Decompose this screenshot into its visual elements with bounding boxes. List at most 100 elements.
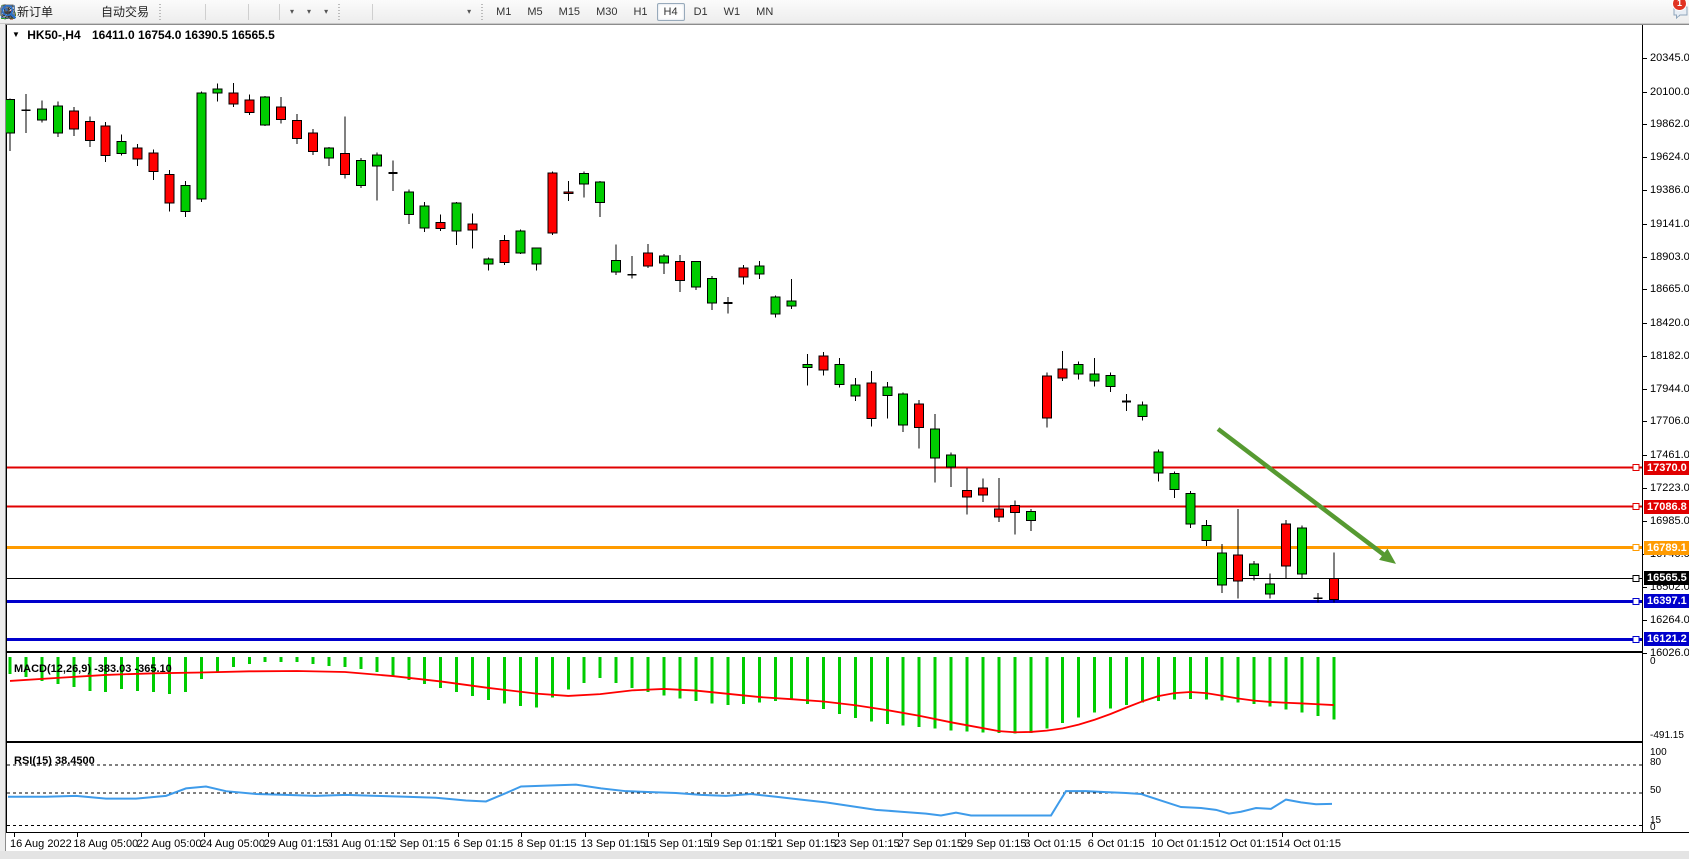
rsi-axis-50: 50 [1650,785,1662,796]
timeframe-M5[interactable]: M5 [527,5,543,18]
auto-scroll-button[interactable] [2,0,263,23]
time-tick [204,833,206,837]
candle [946,452,957,487]
line-chart-button[interactable] [0,0,201,23]
timeframe-H1[interactable]: H1 [633,5,648,18]
bar-chart-button[interactable] [1,0,177,23]
price-tag-16789.1[interactable]: 16789.1 [1644,541,1689,555]
price-tag-16121.2[interactable]: 16121.2 [1644,632,1689,646]
cursor-button[interactable] [4,0,356,23]
symbol-dropdown-icon[interactable]: ▼ [12,30,20,39]
chart-symbol-period: HK50-,H4 [27,28,81,42]
price-chart[interactable] [6,25,1643,652]
macd-bar [1300,657,1304,713]
timeframe-M30[interactable]: M30 [596,5,618,18]
candle [579,171,590,198]
price-tag-16397.1[interactable]: 16397.1 [1644,594,1689,608]
candle [611,244,622,275]
line-handle[interactable] [1632,574,1640,582]
candle [180,181,191,218]
shapes-button[interactable] [2,0,476,23]
candle [962,468,972,515]
axis-tick-mark [1643,257,1647,258]
trendline-button[interactable] [1,0,411,23]
chat-button[interactable]: 1 [1671,0,1688,23]
candle [1328,552,1339,603]
price-axis[interactable]: 20345.0 20100.0 19862.0 19624.0 19386.0 19141… [1643,25,1689,852]
hline-button[interactable] [1,0,399,23]
timeframe-MN[interactable]: MN [756,5,774,18]
line-handle[interactable] [1632,597,1640,605]
timeframe-D1[interactable]: D1 [693,5,708,18]
zoom-out-button[interactable] [1,0,232,23]
candle [1025,508,1036,531]
candle [244,94,255,116]
time-label: 27 Sep 01:15 [897,838,964,850]
fibonacci-button[interactable]: F [1,0,435,23]
candle [196,91,207,202]
channel-button[interactable]: E [0,0,423,23]
line-handle[interactable] [1632,464,1640,472]
autotrading-button[interactable]: 自动交易 [1,0,154,23]
broadcast-button[interactable] [1,0,70,23]
time-axis[interactable]: 16 Aug 2022 18 Aug 05:00 22 Aug 05:00 24 Au… [6,832,1689,853]
candle [212,83,223,102]
macd-bar [566,657,570,690]
periods-button[interactable] [1,0,316,23]
line-handle[interactable] [1632,635,1640,643]
new-order-button[interactable]: 新订单 [1,0,58,23]
chart-title: ▼ HK50-,H4 16411.0 16754.0 16390.5 16565… [12,28,275,42]
vline-button[interactable] [5,0,387,23]
search-button[interactable] [1,0,1669,23]
candle [308,128,319,156]
macd-bar [327,657,331,666]
macd-bar [1061,657,1065,723]
time-label: 2 Sep 01:15 [390,838,450,850]
timeframe-M15[interactable]: M15 [558,5,581,18]
axis-tick-label: 18665.0 [1650,283,1689,295]
templates-button[interactable] [1,0,333,23]
line-handle[interactable] [1632,503,1640,511]
price-tag-17086.8[interactable]: 17086.8 [1644,500,1689,514]
axis-tick-label: 20100.0 [1650,86,1689,98]
rsi-panel[interactable] [6,742,1643,832]
macd-panel[interactable] [6,652,1643,742]
toolbar-grip [337,3,343,20]
timeframe-W1[interactable]: W1 [723,5,741,18]
macd-bar [949,657,953,731]
line-handle[interactable] [1632,544,1640,552]
candle [52,101,63,138]
indicators-button[interactable] [1,0,299,23]
macd-bar [279,657,283,663]
chart-shift-button[interactable] [2,0,275,23]
crosshair-button[interactable] [1,0,368,23]
axis-tick-label: 19386.0 [1650,184,1689,196]
text-icon: A [2,5,10,19]
macd-bar [1172,657,1176,700]
price-tag-16565.5[interactable]: 16565.5 [1644,571,1689,585]
text-button[interactable]: A [2,0,447,23]
rsi-axis-80: 80 [1650,757,1662,768]
tile-windows-button[interactable] [1,0,244,23]
candle [1169,471,1180,498]
time-label: 6 Sep 01:15 [453,838,514,850]
candle [228,82,239,107]
candlestick-chart-button[interactable] [0,0,189,23]
label-button[interactable]: T [1,0,459,23]
candle [977,478,988,502]
time-tick [1282,833,1283,837]
price-tag-17370.0[interactable]: 17370.0 [1644,461,1689,475]
trend-arrow-annotation[interactable] [1216,427,1396,564]
zoom-in-button[interactable] [1,0,220,23]
macd-bar [8,657,12,674]
candle [1201,519,1212,547]
timeframe-H4[interactable]: H4 [656,2,685,21]
candle [6,98,15,151]
candle [866,371,877,427]
axis-tick-mark [1643,190,1647,191]
timeframe-M1[interactable]: M1 [496,5,512,18]
terminal-button[interactable] [1,0,82,23]
candle [1217,543,1228,594]
axis-tick-mark [1643,587,1647,588]
signals-button[interactable] [1,0,94,23]
